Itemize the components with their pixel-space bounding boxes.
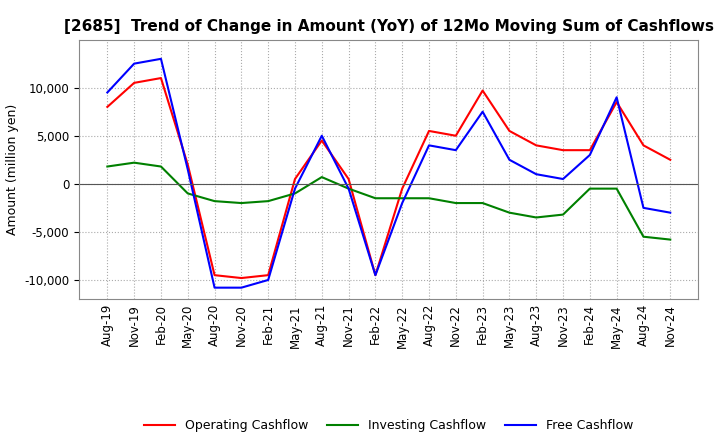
Operating Cashflow [532,143,541,148]
Operating Cashflow [103,104,112,110]
Investing Cashflow [344,186,353,191]
Free Cashflow [425,143,433,148]
Operating Cashflow [264,272,272,278]
Title: [2685]  Trend of Change in Amount (YoY) of 12Mo Moving Sum of Cashflows: [2685] Trend of Change in Amount (YoY) o… [64,19,714,34]
Investing Cashflow [157,164,166,169]
Free Cashflow [559,176,567,182]
Free Cashflow [478,109,487,114]
Free Cashflow [237,285,246,290]
Free Cashflow [532,172,541,177]
Free Cashflow [130,61,138,66]
Operating Cashflow [237,275,246,281]
Operating Cashflow [371,272,379,278]
Free Cashflow [291,186,300,191]
Investing Cashflow [612,186,621,191]
Operating Cashflow [157,75,166,81]
Line: Investing Cashflow: Investing Cashflow [107,163,670,240]
Free Cashflow [612,95,621,100]
Free Cashflow [398,200,407,205]
Investing Cashflow [210,198,219,204]
Investing Cashflow [639,234,648,239]
Operating Cashflow [639,143,648,148]
Operating Cashflow [130,80,138,85]
Free Cashflow [264,277,272,282]
Operating Cashflow [585,147,594,153]
Investing Cashflow [264,198,272,204]
Investing Cashflow [425,196,433,201]
Operating Cashflow [398,186,407,191]
Free Cashflow [666,210,675,215]
Operating Cashflow [344,176,353,182]
Investing Cashflow [585,186,594,191]
Investing Cashflow [666,237,675,242]
Operating Cashflow [184,162,192,167]
Operating Cashflow [425,128,433,134]
Legend: Operating Cashflow, Investing Cashflow, Free Cashflow: Operating Cashflow, Investing Cashflow, … [139,414,639,437]
Investing Cashflow [398,196,407,201]
Free Cashflow [344,186,353,191]
Operating Cashflow [210,272,219,278]
Investing Cashflow [478,200,487,205]
Free Cashflow [505,157,514,162]
Investing Cashflow [371,196,379,201]
Investing Cashflow [532,215,541,220]
Free Cashflow [639,205,648,210]
Investing Cashflow [103,164,112,169]
Line: Free Cashflow: Free Cashflow [107,59,670,288]
Investing Cashflow [559,212,567,217]
Free Cashflow [210,285,219,290]
Free Cashflow [585,152,594,158]
Investing Cashflow [130,160,138,165]
Investing Cashflow [318,174,326,180]
Operating Cashflow [318,138,326,143]
Free Cashflow [103,90,112,95]
Operating Cashflow [559,147,567,153]
Operating Cashflow [478,88,487,93]
Free Cashflow [318,133,326,139]
Operating Cashflow [612,99,621,105]
Free Cashflow [157,56,166,62]
Free Cashflow [184,167,192,172]
Operating Cashflow [291,176,300,182]
Free Cashflow [451,147,460,153]
Investing Cashflow [291,191,300,196]
Line: Operating Cashflow: Operating Cashflow [107,78,670,278]
Investing Cashflow [451,200,460,205]
Operating Cashflow [666,157,675,162]
Operating Cashflow [451,133,460,139]
Operating Cashflow [505,128,514,134]
Investing Cashflow [505,210,514,215]
Y-axis label: Amount (million yen): Amount (million yen) [6,104,19,235]
Free Cashflow [371,272,379,278]
Investing Cashflow [184,191,192,196]
Investing Cashflow [237,200,246,205]
